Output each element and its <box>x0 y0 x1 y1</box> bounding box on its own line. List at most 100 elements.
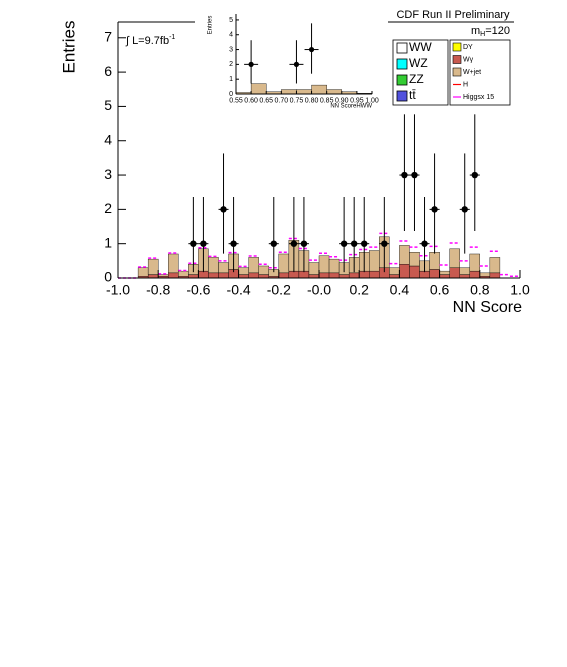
mass-label: mH=120 <box>471 25 510 38</box>
data-point <box>431 206 438 213</box>
legend-label: Wγ <box>463 56 474 63</box>
histogram-bar <box>326 89 342 95</box>
histogram-bar <box>147 274 159 279</box>
data-point <box>461 206 468 213</box>
legend-label: tt̄ <box>409 88 416 102</box>
y-tick-label: 3 <box>229 46 233 53</box>
histogram-bar <box>489 257 501 274</box>
data-point <box>293 61 300 67</box>
legend-swatch <box>396 90 408 102</box>
histogram-bar <box>439 274 450 279</box>
y-tick-label: 2 <box>229 61 233 68</box>
x-tick-label: 0.8 <box>470 282 490 298</box>
x-tick-label: 0.60 <box>244 97 258 104</box>
data-point <box>300 240 308 247</box>
histogram-bar <box>328 258 340 274</box>
histogram-bar <box>479 272 491 277</box>
legend-label: WZ <box>409 56 428 70</box>
x-tick-label: 1.00 <box>365 97 379 104</box>
legend-swatch <box>452 42 462 52</box>
legend-swatch <box>452 55 462 64</box>
histogram-bar <box>308 274 320 279</box>
y-tick-label: 0 <box>229 91 233 98</box>
x-tick-label: -0.2 <box>267 282 291 298</box>
histogram-bar <box>218 262 229 274</box>
y-tick-label: 1 <box>104 234 112 250</box>
histogram-bar <box>409 265 420 279</box>
x-tick-label: 0.2 <box>349 282 369 298</box>
data-point <box>200 240 207 247</box>
lumi-sup: -1 <box>169 34 175 41</box>
histogram-bar <box>248 257 259 274</box>
histogram-bar <box>439 270 450 275</box>
histogram-bar <box>318 272 330 279</box>
histogram-bar <box>459 274 470 279</box>
histogram-bar <box>389 274 400 279</box>
histogram-bar <box>188 274 199 279</box>
mass-rest: =120 <box>485 25 510 37</box>
histogram-bar <box>157 274 169 277</box>
histogram-bar <box>348 272 360 279</box>
histogram-bar <box>469 270 481 279</box>
y-tick-label: 5 <box>229 17 233 24</box>
histogram-bar <box>238 267 249 275</box>
data-point <box>381 240 388 247</box>
histogram-bar <box>338 274 350 279</box>
histogram-bar <box>399 245 410 265</box>
data-point <box>220 206 227 213</box>
data-point <box>361 240 368 247</box>
histogram-bar <box>449 267 460 279</box>
x-tick-label: 0.90 <box>335 97 349 104</box>
histogram-bar <box>250 83 267 95</box>
x-tick-label: -0.4 <box>227 282 251 298</box>
x-tick-label: -0.8 <box>146 282 170 298</box>
histogram-bar <box>278 253 290 274</box>
y-tick-label: 0 <box>104 269 112 285</box>
histogram-bar <box>258 274 269 279</box>
data-point <box>421 240 428 247</box>
data-point <box>401 171 408 179</box>
inset-y-axis-label: Entries <box>208 16 214 35</box>
histogram-bar <box>208 257 219 274</box>
histogram-bar <box>178 270 189 277</box>
x-tick-label: 0.75 <box>290 97 304 104</box>
histogram-bar <box>281 89 297 95</box>
legend-label: DY <box>463 44 473 51</box>
legend-label: Higgsx 15 <box>463 94 494 101</box>
x-axis-label: NN Score <box>453 299 522 316</box>
histogram-bar <box>389 267 400 275</box>
legend-label: WW <box>409 40 432 54</box>
lumi-label: ∫ L=9.7fb-1 <box>125 34 175 47</box>
histogram-bar <box>429 252 440 270</box>
histogram-bar <box>296 89 312 95</box>
histogram-bar <box>238 274 249 279</box>
data-point <box>350 240 358 247</box>
x-tick-label: 0.95 <box>350 97 364 104</box>
x-tick-label: -1.0 <box>106 282 130 298</box>
y-tick-label: 6 <box>104 63 112 79</box>
y-tick-label: 3 <box>104 166 112 182</box>
y-tick-label: 2 <box>104 200 112 216</box>
x-tick-label: 0.85 <box>320 97 334 104</box>
chart-title: CDF Run II Preliminary <box>396 9 510 21</box>
legend-label: ZZ <box>409 72 424 86</box>
histogram-bar <box>308 262 320 275</box>
legend-label: H <box>463 81 468 88</box>
histogram-bar <box>369 250 380 272</box>
x-tick-label: 0.70 <box>275 97 289 104</box>
histogram-bar <box>278 272 290 279</box>
histogram-bar <box>311 84 327 95</box>
legend-label: W+jet <box>463 69 481 76</box>
histogram-bar <box>168 253 179 274</box>
histogram-bar <box>258 265 269 275</box>
mass-text: m <box>471 25 480 37</box>
data-point <box>270 240 277 247</box>
data-point <box>290 240 298 247</box>
y-tick-label: 4 <box>229 32 233 39</box>
histogram-bar <box>218 272 229 279</box>
lumi-text: ∫ L=9.7fb <box>125 35 169 47</box>
histogram-bar <box>489 272 501 279</box>
data-point <box>340 240 348 247</box>
x-tick-label: 0.55 <box>229 97 243 104</box>
